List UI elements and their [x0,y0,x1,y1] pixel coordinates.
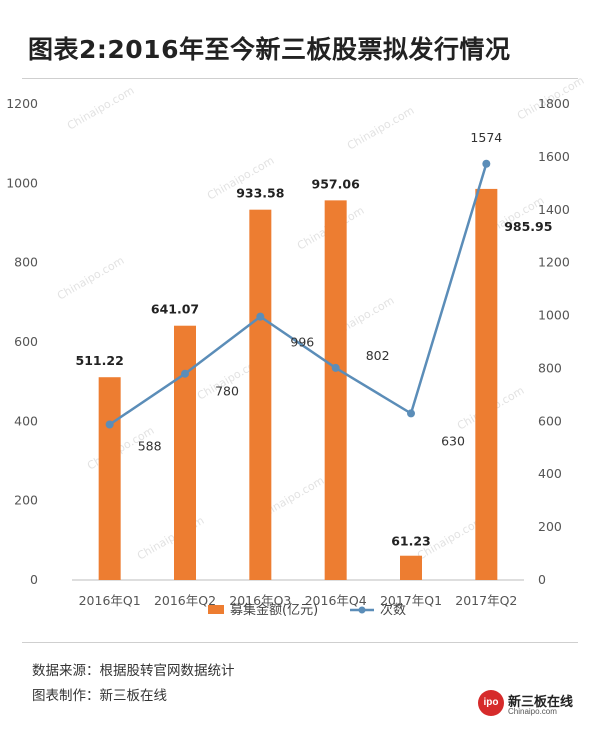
watermark-text: Chinaipo.com [65,84,136,133]
count-value-label: 996 [290,335,314,350]
logo-subtext: Chinaipo.com [508,707,557,716]
bar-value-label: 61.23 [391,534,431,549]
chart-maker: 图表制作：新三板在线 [32,688,167,704]
footer-divider [22,642,578,643]
count-point [181,369,189,378]
bar-value-label: 641.07 [151,302,199,317]
bar-mark [249,209,272,580]
y-right-tick-label: 400 [538,466,562,481]
count-value-label: 802 [366,348,390,363]
count-point [256,312,265,321]
brand-logo: ipo 新三板在线 Chinaipo.com [478,690,588,718]
y-left-tick-label: 400 [14,413,38,428]
x-tick-label: 2017年Q2 [455,593,517,608]
x-tick-label: 2017年Q1 [380,593,442,608]
count-point [331,363,340,372]
y-right-tick-label: 1600 [538,149,570,164]
watermark-text: Chinaipo.com [55,254,126,303]
bar-mark [400,555,422,580]
logo-text: 新三板在线 [508,695,574,710]
x-tick-label: 2016年Q2 [154,593,216,608]
bar-value-label: 957.06 [312,176,361,191]
x-tick-label: 2016年Q1 [79,593,141,608]
bar-value-label: 511.22 [76,353,124,368]
count-point [105,420,114,429]
bar-mark [98,377,121,580]
x-tick-label: 2016年Q3 [229,593,291,608]
y-right-tick-label: 1400 [538,202,570,217]
count-value-label: 630 [441,433,465,448]
chart-title: 图表2:2016年至今新三板股票拟发行情况 [28,35,511,64]
y-right-tick-label: 600 [538,413,562,428]
count-series-line [108,163,488,426]
bar-mark [324,200,347,580]
y-right-tick-label: 1000 [538,308,570,323]
count-value-label: 1574 [470,130,502,145]
footer: 数据来源：根据股转官网数据统计 图表制作：新三板在线 ipo 新三板在线 Chi… [0,628,600,739]
count-value-label: 780 [215,384,239,399]
y-left-tick-label: 800 [14,255,38,270]
y-right-tick-label: 1800 [538,96,570,111]
count-value-label: 588 [138,439,162,454]
count-point [482,159,491,168]
bar-value-label: 933.58 [236,186,284,201]
y-left-tick-label: 1200 [6,96,38,111]
legend-label-count: 次数 [380,602,406,618]
x-tick-label: 2016年Q4 [305,593,367,608]
chart-canvas: Chinaipo.comChinaipo.comChinaipo.comChin… [6,74,586,618]
y-left-tick-label: 0 [30,572,38,587]
bar-value-label: 985.95 [504,219,552,234]
bar-mark [174,325,196,580]
legend-bar-swatch [208,605,224,614]
data-source: 数据来源：根据股转官网数据统计 [32,663,235,679]
title-divider [22,78,578,79]
watermark-text: Chinaipo.com [345,104,416,153]
y-right-tick-label: 800 [538,360,562,375]
count-point [407,409,415,418]
bar-mark [475,188,498,580]
y-right-tick-label: 0 [538,572,546,587]
y-right-tick-label: 1200 [538,255,570,270]
legend-label-amount: 募集金额(亿元) [230,602,318,618]
logo-badge-icon: ipo [478,690,504,716]
y-left-tick-label: 600 [14,334,38,349]
y-right-tick-label: 200 [538,519,562,534]
y-left-tick-label: 1000 [6,175,38,190]
legend-line-marker [358,606,366,614]
y-left-tick-label: 200 [14,493,38,508]
